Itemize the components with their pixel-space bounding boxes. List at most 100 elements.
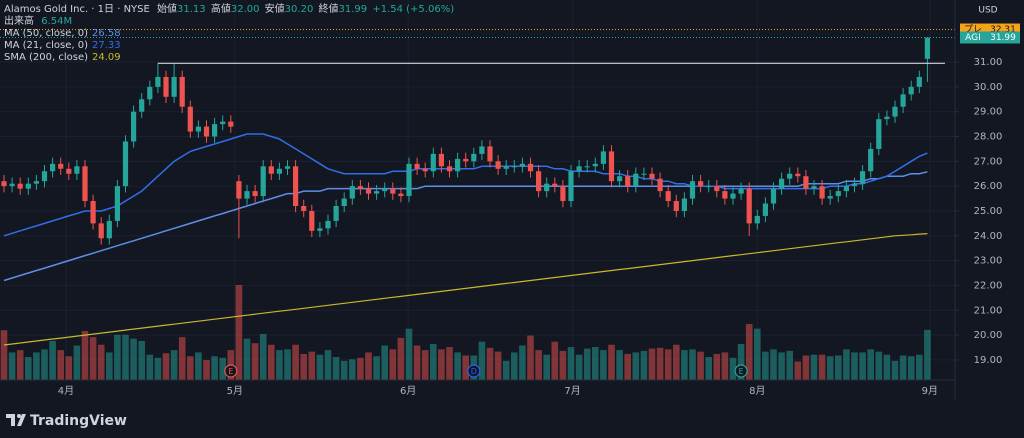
- candle-layer: [1, 37, 930, 245]
- y-tick-label: 31.00: [974, 57, 1003, 68]
- candle-body: [236, 181, 242, 199]
- volume-bar: [332, 357, 340, 380]
- volume-bar: [300, 353, 307, 380]
- candle-body: [803, 176, 809, 189]
- candle-body: [106, 220, 112, 239]
- candle-body: [706, 186, 712, 188]
- y-tick-label: 22.00: [974, 280, 1003, 291]
- candle-body: [268, 166, 274, 174]
- candle-body: [66, 168, 72, 174]
- candle-body: [722, 191, 728, 199]
- candle-body: [746, 188, 752, 224]
- volume-bar: [235, 285, 243, 380]
- event-label: E: [228, 367, 233, 376]
- volume-bar: [583, 348, 591, 380]
- volume-bar: [413, 345, 421, 380]
- candle-body: [608, 151, 615, 182]
- candle-body: [155, 76, 161, 87]
- volume-bar: [65, 356, 73, 380]
- y-tick-label: 29.00: [974, 107, 1003, 118]
- candle-body: [779, 178, 785, 189]
- candle-body: [309, 210, 315, 231]
- legend-name: SMA (200, close): [4, 52, 88, 63]
- volume-bar: [559, 350, 567, 380]
- volume-bar: [899, 355, 907, 380]
- candle-body: [1, 181, 7, 187]
- volume-bar: [648, 348, 656, 380]
- volume-bar: [486, 347, 494, 380]
- volume-bar: [89, 337, 97, 380]
- volume-bar: [162, 353, 170, 380]
- footer: TradingView: [6, 413, 127, 429]
- candle-body: [479, 146, 485, 154]
- volume-bar: [575, 354, 583, 380]
- volume-bar: [543, 354, 550, 380]
- volume-bar: [729, 357, 737, 380]
- volume-bar: [268, 344, 275, 380]
- candle-body: [414, 163, 420, 169]
- candle-body: [487, 146, 493, 162]
- currency: USD: [978, 6, 997, 16]
- volume-bar: [624, 353, 631, 380]
- candle-body: [260, 166, 266, 197]
- volume-bar: [259, 334, 267, 380]
- volume-bar: [600, 350, 607, 380]
- candle-body: [568, 171, 574, 202]
- candle-body: [147, 86, 153, 100]
- candle-body: [374, 191, 380, 194]
- volume-bar: [0, 330, 8, 380]
- open-name: 始値: [157, 2, 177, 15]
- brand-logo-dot: [17, 414, 21, 418]
- volume-bar: [786, 350, 793, 380]
- last-tag-box: [960, 31, 986, 44]
- header-title: Alamos Gold Inc. · 1日 · NYSE: [4, 4, 150, 15]
- volume-bar: [106, 352, 113, 380]
- candle-body: [625, 176, 631, 187]
- volume-bar: [527, 335, 534, 380]
- y-tick-label: 20.00: [974, 330, 1003, 341]
- volume-name: 出来高: [4, 14, 34, 27]
- candle-body: [114, 186, 120, 221]
- volume-bar: [211, 356, 218, 380]
- candle-body: [325, 220, 331, 229]
- candle-body: [163, 76, 169, 97]
- y-tick-label: 28.00: [974, 132, 1003, 143]
- candle-body: [17, 183, 23, 189]
- candle-body: [349, 186, 355, 199]
- volume-bar: [826, 356, 834, 380]
- candle-body: [592, 163, 598, 167]
- y-tick-label: 26.00: [974, 181, 1003, 192]
- candle-body: [390, 188, 396, 194]
- volume-bar: [891, 360, 899, 380]
- volume-bar: [421, 350, 429, 380]
- volume-bar: [713, 353, 721, 380]
- candle-body: [50, 163, 56, 172]
- volume-bar: [462, 355, 469, 380]
- volume-bar: [924, 329, 931, 380]
- y-tick-label: 25.00: [974, 206, 1003, 217]
- volume-bar: [154, 357, 162, 380]
- candle-body: [924, 37, 930, 59]
- candle-body: [536, 171, 542, 192]
- candle-body: [511, 166, 517, 168]
- y-tick-label: 23.00: [974, 256, 1003, 267]
- candle-body: [552, 183, 558, 187]
- volume-bar: [689, 349, 696, 380]
- candle-body: [98, 223, 104, 239]
- legend-value: 24.09: [92, 52, 121, 63]
- last-price-box: [986, 31, 1020, 44]
- volume-bar: [308, 351, 316, 380]
- candle-body: [90, 201, 96, 224]
- last-price: 31.99: [990, 33, 1016, 43]
- brand-logo: [6, 414, 26, 426]
- volume-bar: [640, 350, 648, 380]
- volume-bar: [178, 337, 186, 380]
- volume-bar: [592, 347, 599, 380]
- candle-body: [244, 191, 250, 199]
- candle-body: [438, 153, 444, 167]
- candle-body: [365, 188, 372, 194]
- candle-body: [633, 173, 639, 187]
- volume-bar: [737, 343, 745, 380]
- volume-bar: [664, 349, 672, 380]
